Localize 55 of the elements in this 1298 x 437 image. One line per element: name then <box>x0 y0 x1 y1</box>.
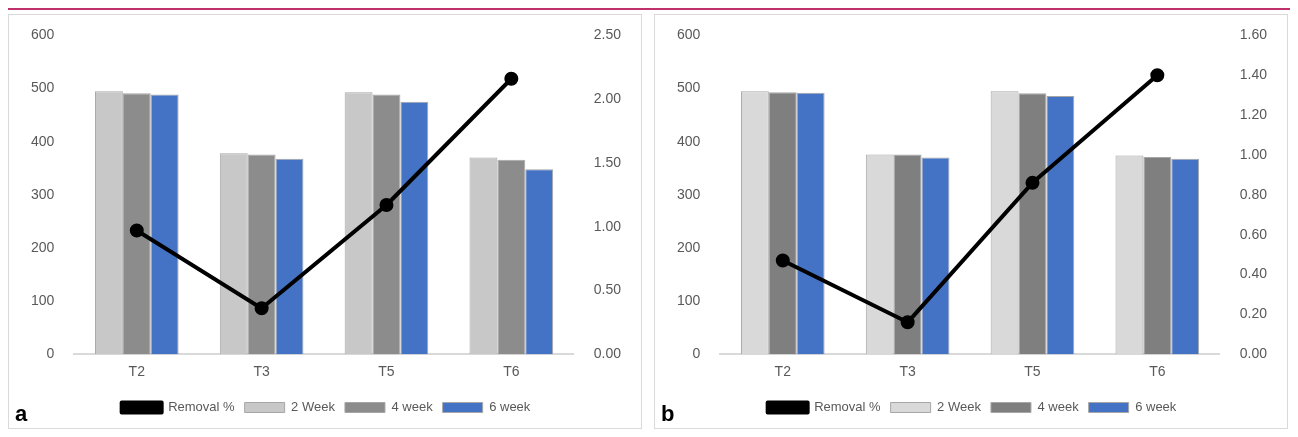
y2-tick-label: 1.20 <box>1239 105 1268 122</box>
y-tick-label: 0 <box>692 345 701 362</box>
point <box>129 223 144 238</box>
y-tick-label: 200 <box>677 238 701 255</box>
y-tick-label: 200 <box>31 238 55 255</box>
x-tick-label: T5 <box>1024 363 1041 380</box>
x-tick-label: T2 <box>774 363 792 380</box>
text: a <box>15 401 28 427</box>
y2-tick-label: 2.00 <box>593 90 622 107</box>
y2-tick-label: 1.00 <box>1239 145 1268 162</box>
y2-tick-label: 0.40 <box>1239 265 1268 282</box>
y2-tick-label: 0.80 <box>1239 185 1268 202</box>
legend-label: 6 week <box>489 399 531 415</box>
x-tick-label: T2 <box>128 363 146 380</box>
point <box>504 71 519 86</box>
x-tick-label: T6 <box>503 363 520 380</box>
x-tick-label: T5 <box>378 363 395 380</box>
legend-label: Removal % <box>814 399 882 415</box>
legend-label: 4 week <box>1037 399 1080 415</box>
point <box>900 315 915 330</box>
y-tick-label: 600 <box>677 26 701 43</box>
y-tick-label: 100 <box>677 291 701 308</box>
y-tick-label: 300 <box>31 185 55 202</box>
legend-label: Removal % <box>168 399 236 415</box>
y-tick-label: 600 <box>31 26 55 43</box>
point <box>379 198 394 212</box>
y-tick-label: 500 <box>677 79 701 96</box>
y2-tick-label: 1.60 <box>1239 26 1268 43</box>
y2-tick-label: 1.00 <box>593 217 622 234</box>
y-tick-label: 400 <box>677 132 701 149</box>
point <box>1025 175 1040 190</box>
y-tick-label: 100 <box>31 291 55 308</box>
y2-tick-label: 0.00 <box>1239 345 1268 362</box>
y-tick-label: 0 <box>46 345 55 362</box>
legend-label: 2 Week <box>937 399 982 415</box>
point <box>254 301 269 316</box>
point <box>775 253 790 268</box>
legend-label: 2 Week <box>291 399 336 415</box>
x-tick-label: T6 <box>1149 363 1166 380</box>
y2-tick-label: 0.00 <box>593 345 622 362</box>
y2-tick-label: 0.20 <box>1239 305 1268 322</box>
legend-label: 6 week <box>1135 399 1177 415</box>
y-tick-label: 400 <box>31 132 55 149</box>
y2-tick-label: 0.50 <box>593 281 622 298</box>
y2-tick-label: 1.50 <box>593 153 622 170</box>
y-tick-label: 300 <box>677 185 701 202</box>
text: b <box>661 401 675 427</box>
y2-tick-label: 1.40 <box>1239 66 1268 83</box>
y-tick-label: 500 <box>31 79 55 96</box>
legend-label: 4 week <box>391 399 434 415</box>
x-tick-label: T3 <box>899 363 917 380</box>
y2-tick-label: 2.50 <box>593 26 622 43</box>
x-tick-label: T3 <box>253 363 271 380</box>
point <box>1150 68 1165 83</box>
y2-tick-label: 0.60 <box>1239 225 1268 242</box>
